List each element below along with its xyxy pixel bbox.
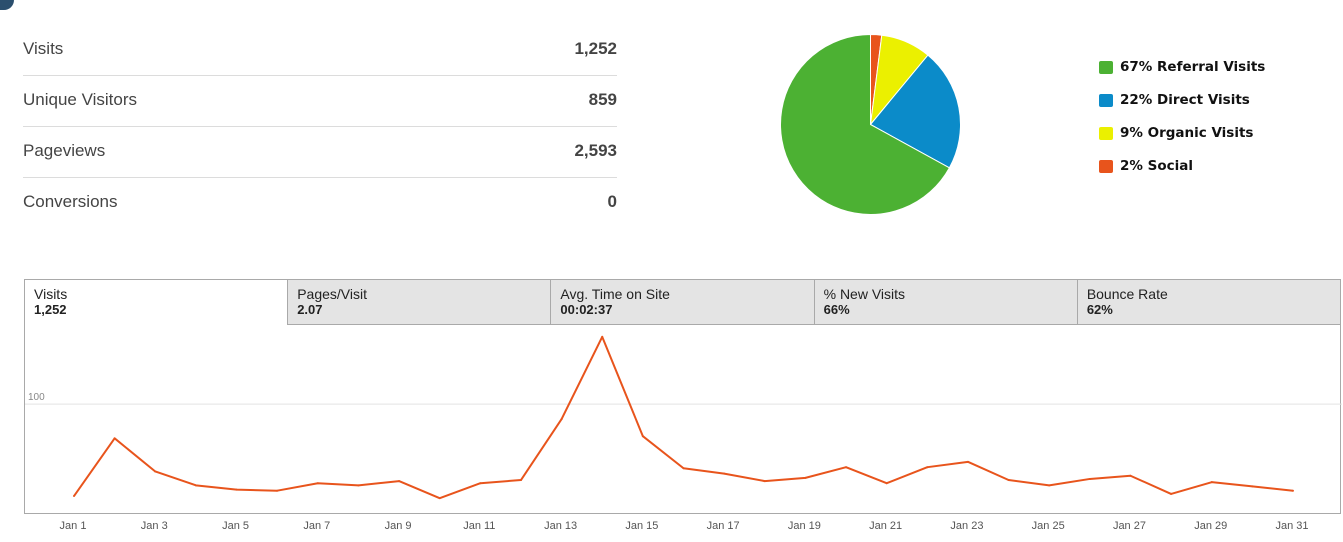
- x-tick-label: Jan 7: [303, 520, 331, 532]
- traffic-sources-pie-chart: [780, 33, 961, 215]
- legend-swatch: [1099, 61, 1113, 74]
- x-tick-label: Jan 19: [787, 520, 821, 532]
- tab-pages-per-visit[interactable]: Pages/Visit 2.07: [288, 279, 552, 325]
- data-point: [438, 497, 441, 500]
- data-point: [1292, 489, 1294, 492]
- data-point: [763, 480, 766, 483]
- x-tick-label: Jan 27: [1112, 520, 1146, 532]
- data-point: [1007, 479, 1010, 482]
- tab-visits[interactable]: Visits 1,252: [24, 279, 289, 325]
- stats-summary: Visits 1,252 Unique Visitors 859 Pagevie…: [23, 25, 617, 229]
- data-point: [560, 418, 563, 421]
- stat-label: Pageviews: [23, 141, 106, 160]
- data-point: [398, 480, 401, 483]
- stat-value: 2,593: [574, 141, 617, 160]
- tab-value: 1,252: [34, 302, 67, 317]
- data-point: [641, 435, 644, 438]
- x-tick-label: Jan 29: [1194, 520, 1228, 532]
- data-point: [682, 467, 685, 470]
- x-tick-label: Jan 13: [544, 520, 578, 532]
- data-point: [1210, 481, 1213, 484]
- x-tick-label: Jan 21: [869, 520, 903, 532]
- data-point: [1251, 485, 1254, 488]
- tab-value: 66%: [823, 302, 850, 317]
- data-point: [276, 489, 279, 492]
- data-point: [73, 495, 75, 498]
- x-tick-label: Jan 17: [706, 520, 740, 532]
- x-tick-label: Jan 3: [140, 520, 168, 532]
- x-tick-label: Jan 31: [1275, 520, 1309, 532]
- tab-bounce-rate[interactable]: Bounce Rate 62%: [1077, 279, 1342, 325]
- data-point: [885, 482, 888, 485]
- tab-label: Bounce Rate: [1086, 286, 1168, 302]
- legend-label: 2% Social: [1120, 158, 1193, 174]
- tab-label: Pages/Visit: [297, 286, 367, 302]
- stat-label: Visits: [23, 39, 64, 58]
- x-tick-label: Jan 9: [384, 520, 412, 532]
- tab-avg-time-on-site[interactable]: Avg. Time on Site 00:02:37: [551, 279, 815, 325]
- legend-label: 22% Direct Visits: [1120, 92, 1250, 108]
- data-point: [113, 437, 116, 440]
- data-point: [723, 472, 726, 475]
- line-chart-svg: 100: [25, 335, 1342, 500]
- x-tick-label: Jan 25: [1031, 520, 1065, 532]
- data-point: [154, 470, 157, 473]
- x-tick-label: Jan 5: [222, 520, 249, 532]
- legend-swatch: [1099, 127, 1113, 140]
- visits-series-line: [73, 335, 1294, 500]
- data-point: [357, 484, 360, 487]
- metric-tabs: Visits 1,252 Pages/Visit 2.07 Avg. Time …: [24, 279, 1342, 325]
- stat-row-visits: Visits 1,252: [23, 25, 617, 76]
- data-point: [804, 476, 807, 479]
- tab-label: Avg. Time on Site: [560, 286, 670, 302]
- data-point: [519, 479, 522, 482]
- data-point: [194, 484, 197, 487]
- tab-value: 62%: [1086, 302, 1113, 317]
- y-gridline-label: 100: [28, 392, 45, 403]
- data-point: [845, 466, 848, 469]
- legend-swatch: [1099, 160, 1113, 173]
- window-corner: [0, 0, 14, 10]
- x-tick-label: Jan 11: [463, 520, 496, 532]
- data-point: [1129, 474, 1132, 477]
- stat-value: 1,252: [574, 39, 617, 58]
- pie-slice: [780, 33, 951, 215]
- x-tick-label: Jan 15: [625, 520, 659, 532]
- stat-row-conversions: Conversions 0: [23, 178, 617, 229]
- data-point: [966, 460, 969, 463]
- tab-new-visits[interactable]: % New Visits 66%: [814, 279, 1078, 325]
- tab-value: 2.07: [297, 302, 323, 317]
- x-tick-label: Jan 23: [950, 520, 984, 532]
- data-point: [1170, 492, 1173, 495]
- legend-label: 9% Organic Visits: [1120, 125, 1254, 141]
- data-point: [1088, 477, 1091, 480]
- legend-label: 67% Referral Visits: [1120, 59, 1266, 75]
- stat-label: Conversions: [23, 192, 118, 211]
- data-point: [601, 335, 604, 338]
- stat-value: 859: [588, 90, 617, 109]
- tab-label: Visits: [34, 286, 68, 302]
- data-point: [479, 482, 482, 485]
- data-point: [235, 488, 238, 491]
- x-axis-ticks: Jan 1 Jan 3 Jan 5 Jan 7 Jan 9 Jan 11 Jan 13 Jan…: [0, 520, 1343, 536]
- tab-value: 00:02:37: [560, 302, 613, 317]
- tab-label: % New Visits: [823, 286, 906, 302]
- data-point: [926, 466, 929, 469]
- pie-slice: [869, 54, 961, 169]
- visits-line-chart: 100: [24, 324, 1342, 514]
- x-tick-label: Jan 1: [59, 520, 87, 532]
- stat-row-unique-visitors: Unique Visitors 859: [23, 76, 617, 127]
- legend-swatch: [1099, 94, 1113, 107]
- stat-value: 0: [607, 192, 617, 211]
- stat-row-pageviews: Pageviews 2,593: [23, 127, 617, 178]
- data-point: [1048, 484, 1051, 487]
- stat-label: Unique Visitors: [23, 90, 138, 109]
- data-point: [316, 482, 319, 485]
